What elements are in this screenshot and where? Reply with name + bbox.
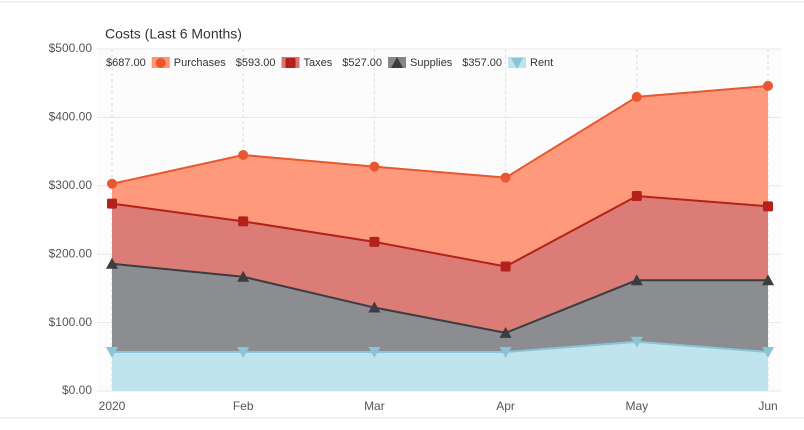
legend-total: $357.00	[462, 57, 502, 69]
x-tick-label: May	[625, 399, 648, 413]
legend-total: $527.00	[342, 57, 382, 69]
marker	[500, 261, 511, 272]
y-tick-label: $200.00	[49, 246, 93, 260]
legend-total: $593.00	[236, 57, 276, 69]
chart-title: Costs (Last 6 Months)	[105, 26, 242, 42]
marker	[763, 201, 773, 212]
y-tick-label: $400.00	[49, 110, 93, 124]
marker	[763, 80, 773, 91]
marker	[631, 91, 642, 102]
marker	[499, 347, 512, 359]
line	[111, 195, 769, 268]
line	[112, 340, 769, 354]
y-tick-label: $0.00	[62, 383, 92, 397]
marker	[238, 150, 249, 161]
marker	[762, 274, 774, 286]
marker	[499, 326, 512, 338]
marker	[368, 301, 381, 313]
legend-label: Supplies	[410, 57, 453, 69]
marker	[762, 347, 774, 359]
x-tick-label: Feb	[233, 399, 254, 413]
marker	[630, 336, 643, 348]
marker	[369, 236, 380, 247]
marker	[238, 216, 249, 227]
legend-marker	[511, 58, 523, 69]
marker	[107, 198, 117, 209]
marker	[500, 172, 511, 183]
y-tick-label: $300.00	[49, 178, 93, 192]
legend-marker	[285, 58, 296, 68]
legend-label: Rent	[530, 57, 553, 69]
legend-marker	[391, 57, 404, 68]
y-tick-label: $100.00	[49, 315, 93, 329]
marker	[106, 257, 118, 269]
x-tick-label: 2020	[99, 399, 126, 413]
marker	[237, 347, 250, 359]
legend-label: Taxes	[304, 57, 333, 69]
area	[112, 85, 768, 267]
area	[112, 341, 768, 391]
x-tick-label: Jun	[758, 399, 777, 413]
legend-marker	[155, 58, 166, 68]
legend-label: Purchases	[174, 57, 226, 69]
x-tick-label: Mar	[364, 399, 385, 413]
marker	[368, 347, 381, 359]
legend-total: $687.00	[106, 57, 146, 69]
marker	[369, 161, 380, 172]
x-tick-label: Apr	[496, 399, 515, 413]
marker	[106, 347, 118, 359]
line	[111, 262, 768, 334]
marker	[237, 270, 250, 282]
line	[111, 84, 769, 185]
marker	[631, 191, 642, 202]
area	[112, 263, 768, 353]
area	[112, 196, 768, 333]
marker	[630, 274, 643, 286]
y-tick-label: $500.00	[49, 41, 93, 55]
marker	[107, 178, 117, 189]
